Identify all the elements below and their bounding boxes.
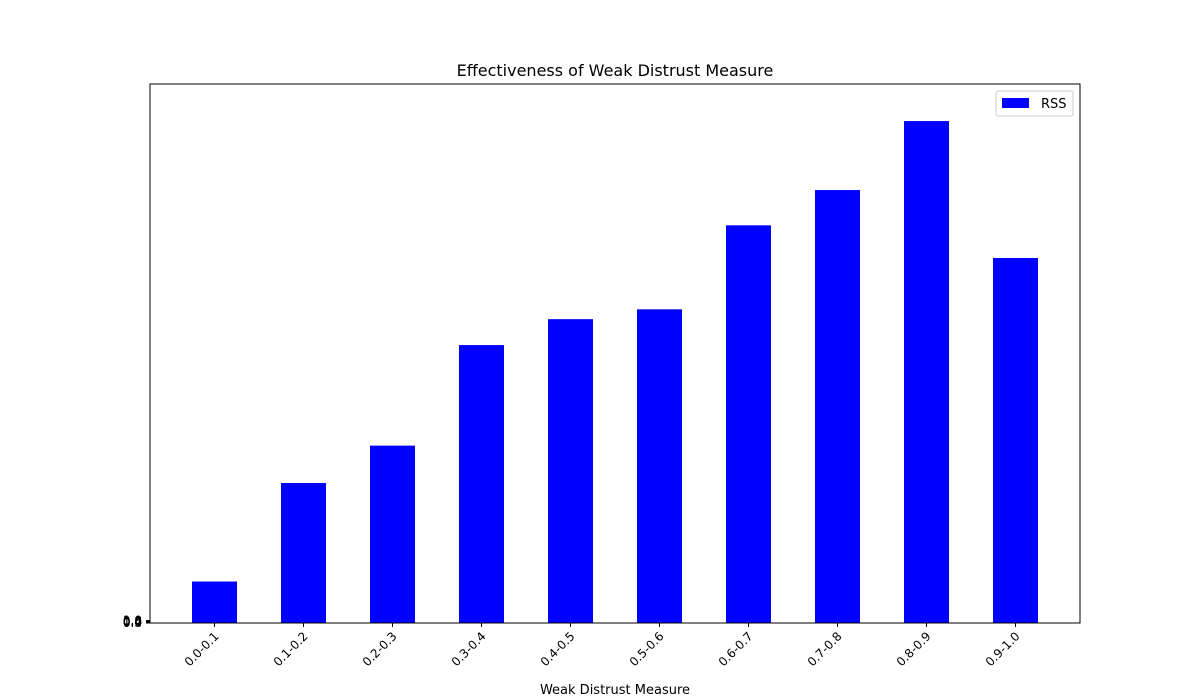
chart-title: Effectiveness of Weak Distrust Measure bbox=[457, 61, 774, 80]
y-tick-label: 0.2 bbox=[123, 616, 142, 630]
bar-0.2-0.3 bbox=[370, 445, 415, 623]
bar-0.9-1.0 bbox=[993, 257, 1038, 623]
x-tick-label: 0.6-0.7 bbox=[716, 629, 756, 669]
bar-0.1-0.2 bbox=[281, 483, 326, 623]
bar-0.7-0.8 bbox=[815, 190, 860, 623]
x-axis-label: Weak Distrust Measure bbox=[540, 683, 690, 698]
legend-label-rss: RSS bbox=[1041, 97, 1067, 112]
y-tick-label: 0.6 bbox=[123, 615, 142, 629]
bar-0.0-0.1 bbox=[192, 581, 237, 623]
legend-frame bbox=[995, 90, 1074, 117]
bar-0.4-0.5 bbox=[548, 319, 593, 623]
x-tick-label: 0.8-0.9 bbox=[894, 629, 934, 669]
y-tick-label: 0.0 bbox=[123, 616, 142, 630]
y-tick-label: 1.0 bbox=[123, 614, 142, 628]
bar-0.5-0.6 bbox=[637, 309, 682, 623]
x-tick-label: 0.9-1.0 bbox=[983, 629, 1023, 669]
x-tick-label: 0.3-0.4 bbox=[449, 629, 489, 669]
x-tick-label: 0.4-0.5 bbox=[538, 629, 578, 669]
y-tick-label: 0.8 bbox=[123, 614, 142, 628]
x-tick-label: 0.7-0.8 bbox=[805, 629, 845, 669]
x-tick-label: 0.2-0.3 bbox=[360, 629, 400, 669]
plot-area-frame bbox=[149, 83, 1081, 624]
y-tick-label: 0.4 bbox=[123, 615, 142, 629]
bar-0.6-0.7 bbox=[726, 225, 771, 623]
x-tick-label: 0.5-0.6 bbox=[627, 629, 667, 669]
bar-0.3-0.4 bbox=[459, 345, 504, 623]
bar-0.8-0.9 bbox=[904, 121, 949, 623]
legend: RSS bbox=[995, 90, 1074, 117]
legend-swatch-rss bbox=[1002, 98, 1029, 108]
x-tick-label: 0.0-0.1 bbox=[182, 629, 222, 669]
x-tick-label: 0.1-0.2 bbox=[271, 629, 311, 669]
